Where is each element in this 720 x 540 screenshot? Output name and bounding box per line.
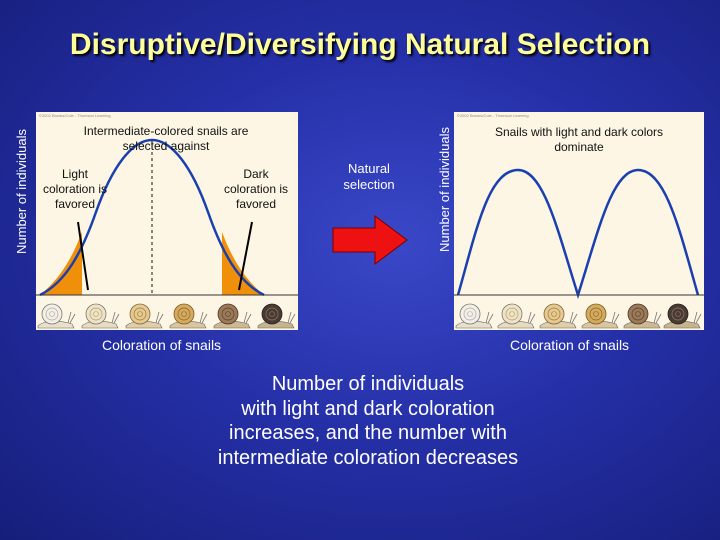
left-snail-row xyxy=(37,303,296,329)
right-x-axis-label: Coloration of snails xyxy=(510,337,630,353)
snail-light-icon xyxy=(455,303,494,329)
snail-brown-icon xyxy=(623,303,662,329)
left-distribution-graphic xyxy=(36,138,298,329)
right-copyright: ©2002 Brooks/Cole - Thomson Learning xyxy=(457,113,529,118)
left-dark-favored-area xyxy=(222,232,264,295)
right-top-text: Snails with light and dark colors domina… xyxy=(494,125,664,154)
left-y-axis-label: Number of individuals xyxy=(14,128,29,254)
right-bimodal-curve xyxy=(456,168,700,300)
right-distribution-graphic xyxy=(454,168,704,329)
slide-title: Disruptive/Diversifying Natural Selectio… xyxy=(69,28,651,61)
snail-tan-icon xyxy=(125,303,164,329)
left-light-text: Light coloration is favored xyxy=(42,167,108,211)
left-dark-text: Dark coloration is favored xyxy=(223,167,289,211)
left-light-pointer xyxy=(77,221,89,291)
right-chart-panel: ©2002 Brooks/Cole - Thomson Learning xyxy=(454,112,704,330)
arrow-label: Natural selection xyxy=(343,161,395,192)
right-snail-row xyxy=(455,303,702,329)
left-copyright: ©2002 Brooks/Cole - Thomson Learning xyxy=(39,113,111,118)
caption: Number of individuals with light and dar… xyxy=(150,372,586,470)
left-x-axis-label: Coloration of snails xyxy=(102,337,222,353)
caption-line: intermediate coloration decreases xyxy=(217,446,519,469)
caption-line: with light and dark coloration xyxy=(241,397,495,420)
left-top-text: Intermediate-colored snails are selected… xyxy=(83,124,249,153)
snail-tan-icon xyxy=(581,303,620,329)
snail-light-icon xyxy=(81,303,120,329)
snail-tan-icon xyxy=(539,303,578,329)
caption-line: Number of individuals xyxy=(271,373,465,395)
snail-light-icon xyxy=(37,303,76,329)
snail-dark-icon xyxy=(663,303,702,329)
left-dark-pointer xyxy=(238,221,253,291)
caption-line: increases, and the number with xyxy=(229,422,507,444)
snail-tan-icon xyxy=(169,303,208,329)
snail-light-icon xyxy=(497,303,536,329)
natural-selection-arrow xyxy=(332,215,408,265)
left-light-favored-area xyxy=(40,232,82,295)
right-y-axis-label: Number of individuals xyxy=(437,126,452,252)
left-bell-curve xyxy=(39,138,265,297)
snail-dark-icon xyxy=(257,303,296,329)
left-chart-panel: ©2002 Brooks/Cole - Thomson Learning xyxy=(36,112,298,330)
snail-brown-icon xyxy=(213,303,252,329)
